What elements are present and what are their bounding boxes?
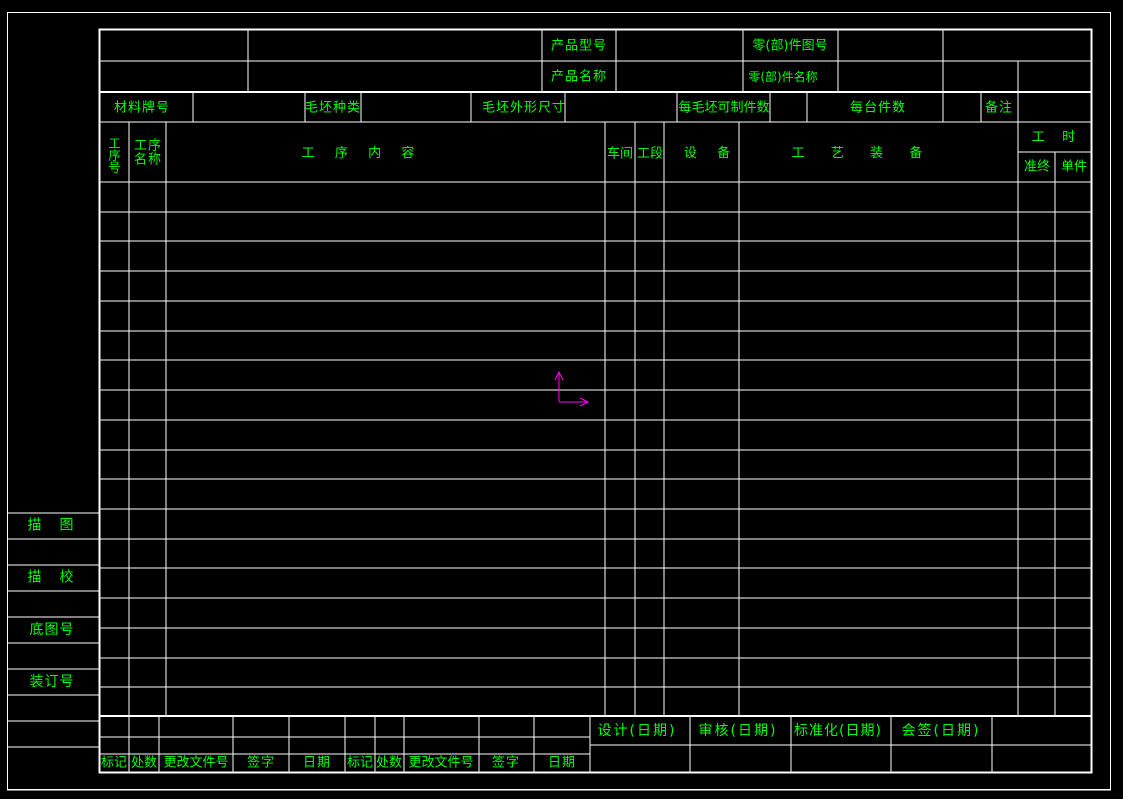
side-trace-check: 描 校 <box>27 569 77 586</box>
col-tooling: 工 艺 装 备 <box>791 146 929 162</box>
rev-mark-2: 标记 <box>346 755 374 771</box>
col-op-no: 工序号 <box>107 137 121 173</box>
label-material-grade: 材料牌号 <box>113 100 171 116</box>
approval-countersign: 会签(日期) <box>901 723 981 739</box>
col-equipment: 设 备 <box>683 146 735 162</box>
label-parts-per-blank: 每毛坯可制件数 <box>678 100 770 116</box>
label-product-name: 产品名称 <box>550 69 608 85</box>
col-op-name: 工序 名称 <box>133 138 163 167</box>
label-parts-per-unit: 每台件数 <box>849 100 907 116</box>
approval-standardization: 标准化(日期) <box>794 723 882 739</box>
label-part-drawing-no: 零(部)件图号 <box>752 38 828 54</box>
rev-count-2: 处数 <box>375 755 403 771</box>
approval-review: 审核(日期) <box>698 723 778 739</box>
rev-date-1: 日期 <box>302 755 332 771</box>
frame-border <box>98 28 1093 774</box>
col-man-hours: 工 时 <box>1031 130 1079 146</box>
rev-signature-1: 签字 <box>246 755 276 771</box>
rev-signature-2: 签字 <box>491 755 521 771</box>
side-tracing: 描 图 <box>27 517 77 534</box>
approval-design: 设计(日期) <box>597 723 677 739</box>
label-blank-type: 毛坯种类 <box>304 100 362 116</box>
label-part-name: 零(部)件名称 <box>748 70 818 84</box>
ucs-axis-icon <box>554 370 590 407</box>
side-binding-no: 装订号 <box>29 674 75 690</box>
label-blank-dimensions: 毛坯外形尺寸 <box>481 100 567 116</box>
rev-change-doc-2: 更改文件号 <box>408 755 474 771</box>
rev-count-1: 处数 <box>130 755 158 771</box>
rev-date-2: 日期 <box>547 755 577 771</box>
col-setup-time: 准终 <box>1023 159 1051 175</box>
label-remarks: 备注 <box>984 100 1014 116</box>
side-base-drawing-no: 底图号 <box>29 622 75 638</box>
col-op-content: 工 序 内 容 <box>301 146 419 162</box>
rev-mark-1: 标记 <box>100 755 128 771</box>
col-unit-time: 单件 <box>1060 159 1088 175</box>
col-workshop: 车间 <box>606 146 634 162</box>
col-section: 工段 <box>636 146 664 162</box>
rev-change-doc-1: 更改文件号 <box>163 755 229 771</box>
label-product-model: 产品型号 <box>550 38 608 54</box>
